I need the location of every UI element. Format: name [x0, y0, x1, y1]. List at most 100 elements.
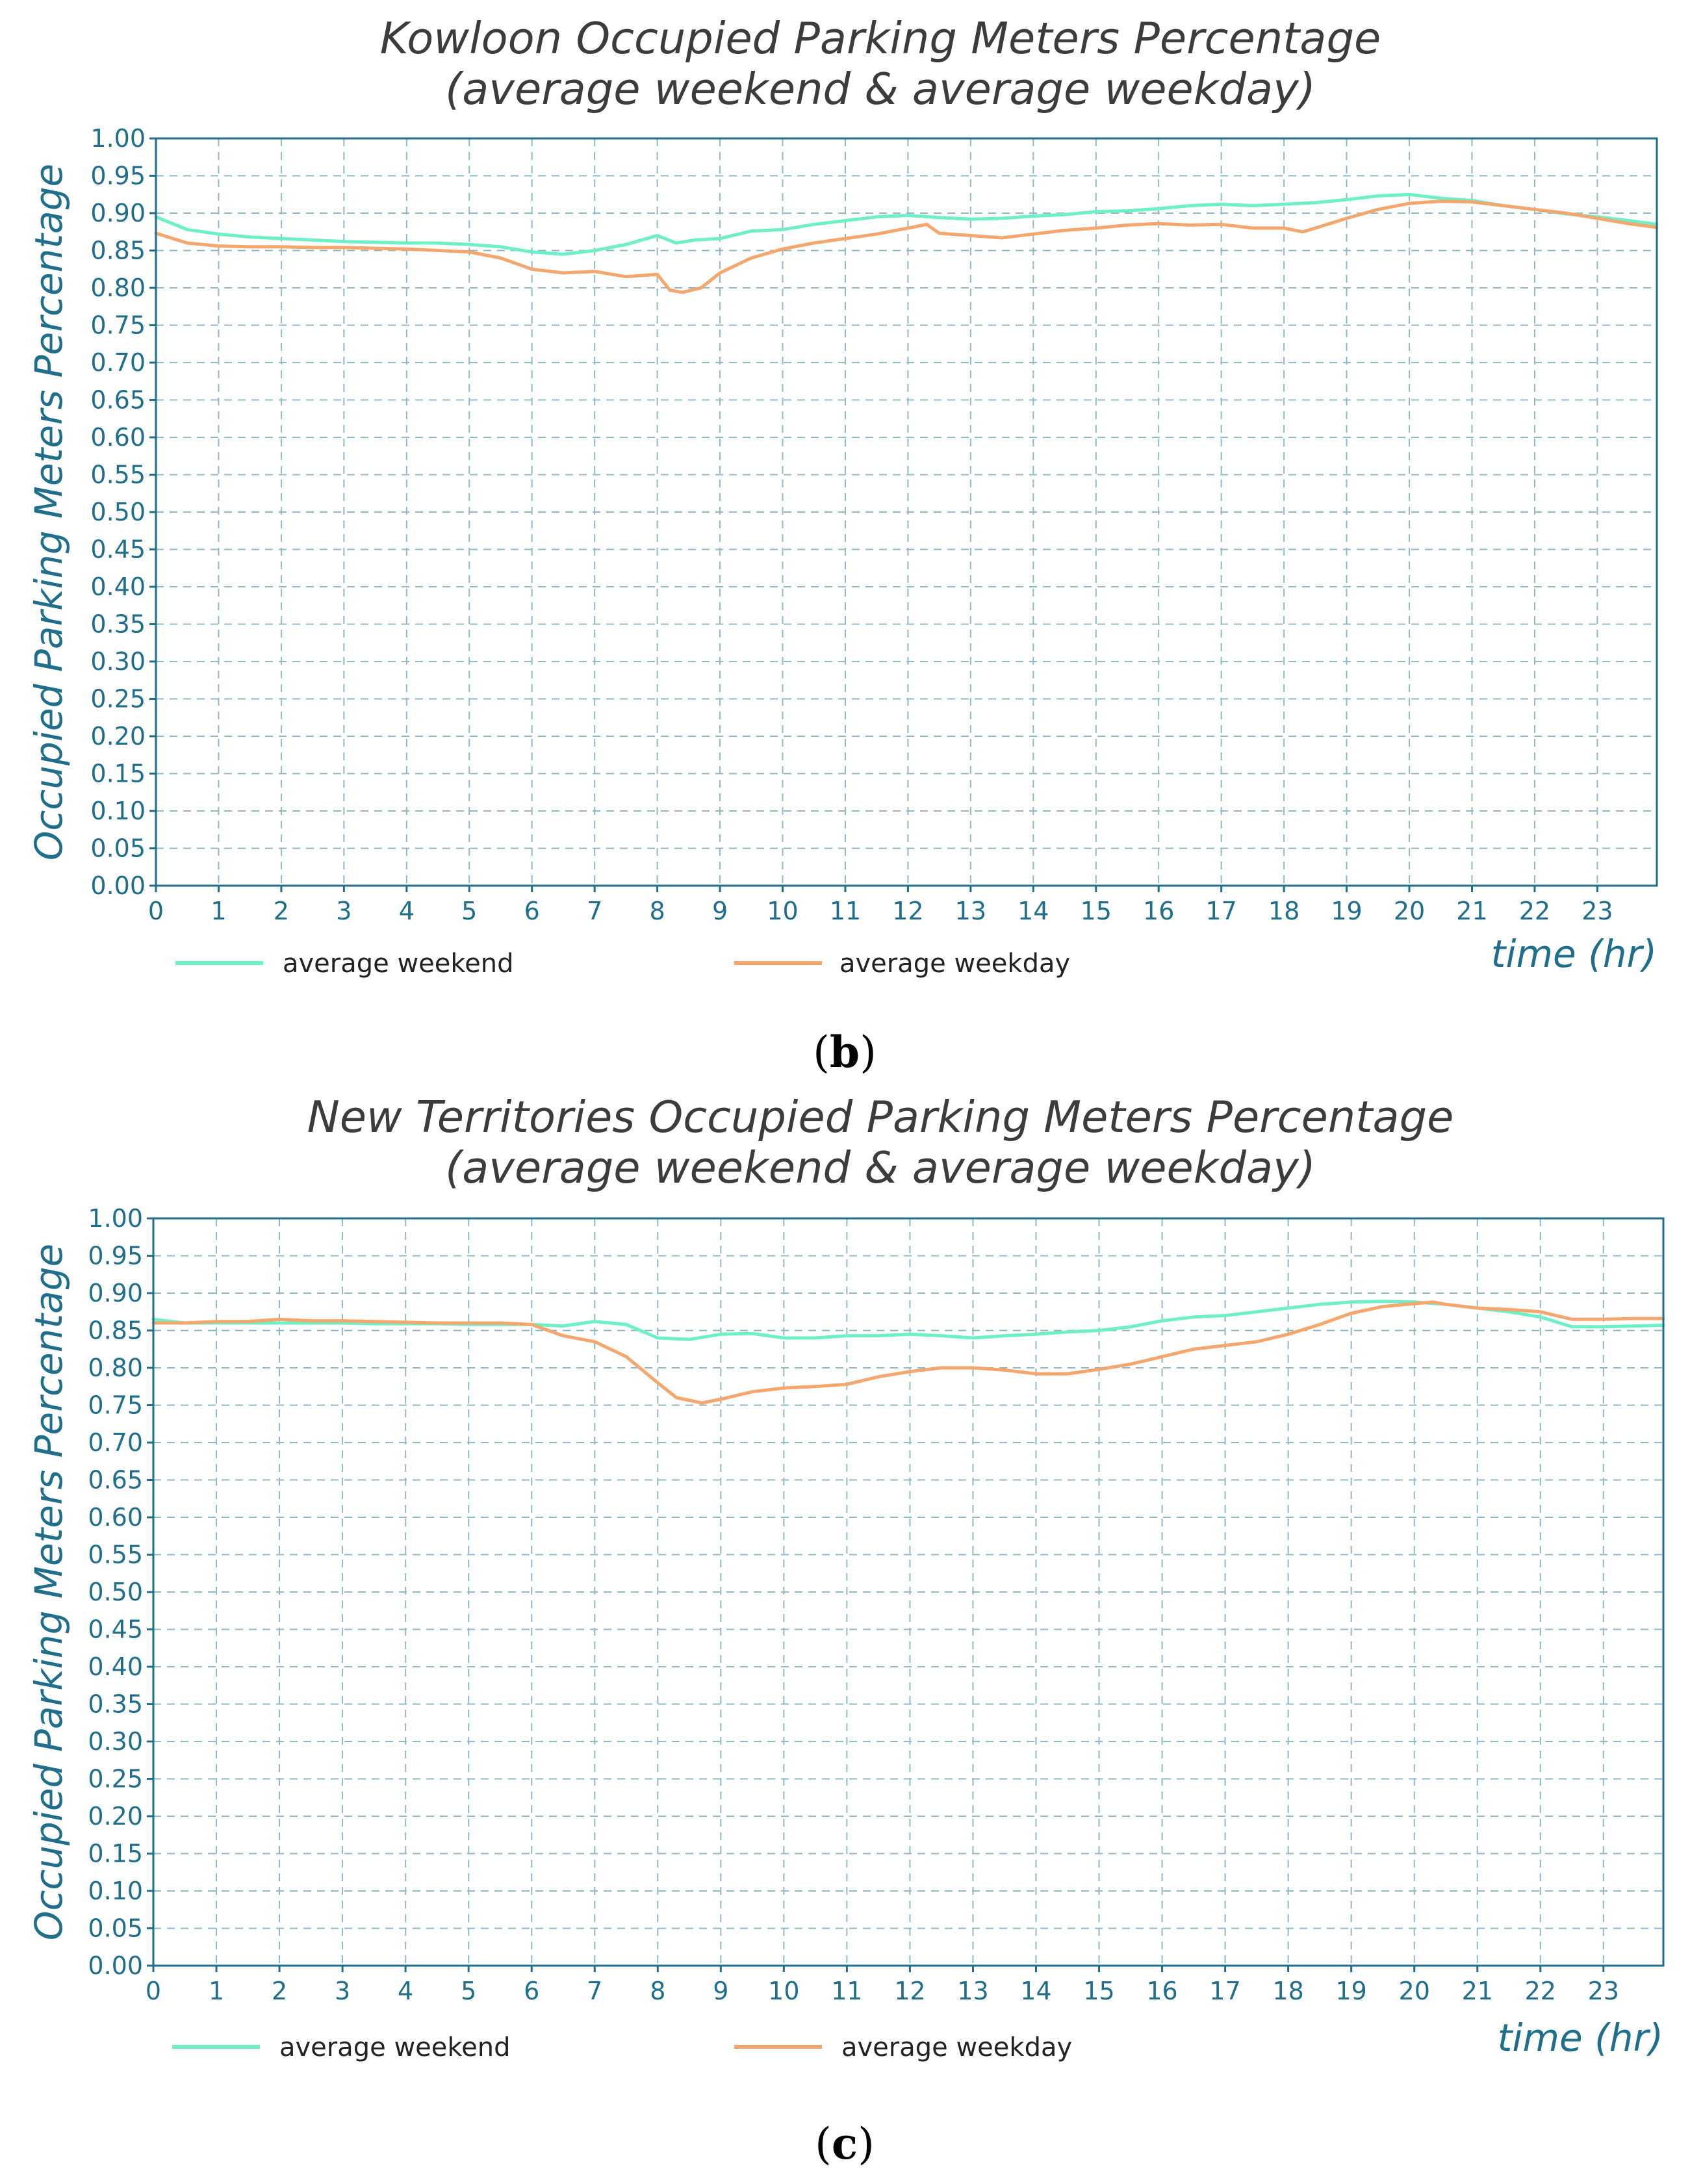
x-tick-label: 18: [1268, 897, 1300, 925]
y-tick-label: 0.80: [88, 1354, 143, 1382]
y-tick-label: 0.95: [90, 162, 146, 190]
x-tick-label: 5: [461, 1977, 476, 2005]
y-tick-label: 0.45: [88, 1615, 143, 1644]
y-tick-label: 0.35: [90, 610, 146, 639]
y-tick-label: 0.20: [88, 1802, 143, 1831]
x-tick-label: 22: [1519, 897, 1550, 925]
y-tick-label: 0.75: [88, 1391, 143, 1420]
x-tick-label: 20: [1399, 1977, 1430, 2005]
x-tick-label: 16: [1146, 1977, 1177, 2005]
x-tick-label: 10: [768, 1977, 799, 2005]
y-tick-label: 1.00: [88, 1204, 143, 1233]
series-line-weekday: [151, 1300, 1665, 1405]
y-tick-label: 0.10: [90, 797, 146, 825]
x-tick-label: 0: [148, 897, 164, 925]
chart-subtitle: (average weekend & average weekday): [445, 1142, 1316, 1193]
y-tick-label: 0.90: [90, 199, 146, 227]
caption-letter: c: [832, 2118, 858, 2169]
x-axis-label: time (hr): [1498, 2016, 1663, 2060]
x-tick-label: 19: [1335, 1977, 1366, 2005]
y-tick-label: 0.60: [90, 423, 146, 452]
y-tick-label: 0.30: [90, 647, 146, 676]
kowloon-chart-panel: Kowloon Occupied Parking Meters Percenta…: [27, 13, 1659, 1077]
y-tick-label: 0.85: [90, 237, 146, 265]
y-tick-label: 0.00: [88, 1951, 143, 1980]
new-territories-chart-panel: New Territories Occupied Parking Meters …: [0, 1092, 1690, 2184]
x-tick-label: 17: [1209, 1977, 1240, 2005]
x-tick-label: 4: [398, 1977, 413, 2005]
x-tick-label: 7: [587, 897, 602, 925]
x-tick-label: 1: [209, 1977, 224, 2005]
x-tick-label: 20: [1394, 897, 1425, 925]
y-axis-label: Occupied Parking Meters Percentage: [27, 1244, 71, 1940]
x-tick-label: 15: [1081, 897, 1112, 925]
x-tick-label: 6: [524, 897, 540, 925]
y-tick-label: 0.95: [88, 1242, 143, 1270]
x-tick-label: 12: [894, 1977, 925, 2005]
y-tick-label: 0.65: [90, 386, 146, 415]
chart-subtitle: (average weekend & average weekday): [445, 64, 1316, 114]
x-tick-label: 2: [274, 897, 289, 925]
x-tick-label: 8: [650, 1977, 665, 2005]
new-territories-chart: New Territories Occupied Parking Meters …: [27, 1092, 1665, 2169]
y-tick-label: 0.40: [90, 572, 146, 601]
y-tick-label: 0.80: [90, 274, 146, 302]
x-tick-label: 2: [272, 1977, 287, 2005]
series-group: [154, 192, 1659, 294]
y-tick-label: 0.85: [88, 1317, 143, 1345]
y-tick-label: 0.00: [90, 871, 146, 900]
legend-label-weekday: average weekday: [839, 949, 1070, 979]
tick-group: 0.00 0.05 0.10 0.15 0.20 0.25 0.30 0.35 0.40 0.45…: [90, 124, 1613, 925]
y-tick-label: 0.45: [90, 535, 146, 564]
x-tick-label: 22: [1525, 1977, 1556, 2005]
x-tick-label: 3: [335, 1977, 350, 2005]
y-tick-label: 0.90: [88, 1279, 143, 1307]
grid: [156, 138, 1657, 886]
legend-label-weekday: average weekday: [841, 2033, 1072, 2062]
x-tick-label: 17: [1205, 897, 1236, 925]
x-tick-label: 18: [1272, 1977, 1303, 2005]
x-tick-label: 23: [1581, 897, 1613, 925]
x-tick-label: 6: [524, 1977, 539, 2005]
tick-group: 0.00 0.05 0.10 0.15 0.20 0.25 0.30 0.35 0.40 0.45…: [88, 1204, 1619, 2005]
y-tick-label: 0.35: [88, 1690, 143, 1719]
caption-letter: b: [830, 1027, 860, 1077]
figure-caption: (c): [815, 2118, 875, 2169]
y-tick-label: 0.50: [88, 1578, 143, 1606]
y-tick-label: 0.25: [90, 685, 146, 713]
x-tick-label: 23: [1588, 1977, 1619, 2005]
y-tick-label: 0.50: [90, 498, 146, 526]
x-tick-label: 7: [587, 1977, 602, 2005]
x-tick-label: 9: [713, 1977, 728, 2005]
y-tick-label: 0.40: [88, 1652, 143, 1681]
x-tick-label: 21: [1462, 1977, 1493, 2005]
x-tick-label: 13: [957, 1977, 988, 2005]
x-tick-label: 9: [712, 897, 728, 925]
x-tick-label: 19: [1331, 897, 1362, 925]
x-tick-label: 16: [1143, 897, 1174, 925]
y-tick-label: 0.05: [90, 834, 146, 863]
x-tick-label: 5: [461, 897, 477, 925]
y-tick-label: 0.20: [90, 722, 146, 751]
y-tick-label: 0.55: [88, 1541, 143, 1569]
y-tick-label: 0.60: [88, 1503, 143, 1532]
x-tick-label: 1: [211, 897, 226, 925]
legend-label-weekend: average weekend: [283, 949, 514, 979]
x-tick-label: 21: [1456, 897, 1487, 925]
x-tick-label: 14: [1018, 897, 1049, 925]
x-tick-label: 0: [146, 1977, 161, 2005]
series-line-weekday: [154, 199, 1659, 294]
y-tick-label: 0.15: [88, 1840, 143, 1868]
grid: [153, 1218, 1663, 1966]
y-tick-label: 0.65: [88, 1466, 143, 1495]
x-tick-label: 11: [831, 1977, 862, 2005]
x-tick-label: 8: [650, 897, 665, 925]
x-tick-label: 12: [892, 897, 923, 925]
y-tick-label: 0.55: [90, 461, 146, 489]
x-axis-label: time (hr): [1491, 932, 1657, 976]
kowloon-chart: Kowloon Occupied Parking Meters Percenta…: [27, 13, 1659, 1077]
x-tick-label: 15: [1083, 1977, 1114, 2005]
series-group: [151, 1300, 1665, 1405]
series-line-weekend: [154, 192, 1659, 256]
y-tick-label: 0.25: [88, 1765, 143, 1793]
